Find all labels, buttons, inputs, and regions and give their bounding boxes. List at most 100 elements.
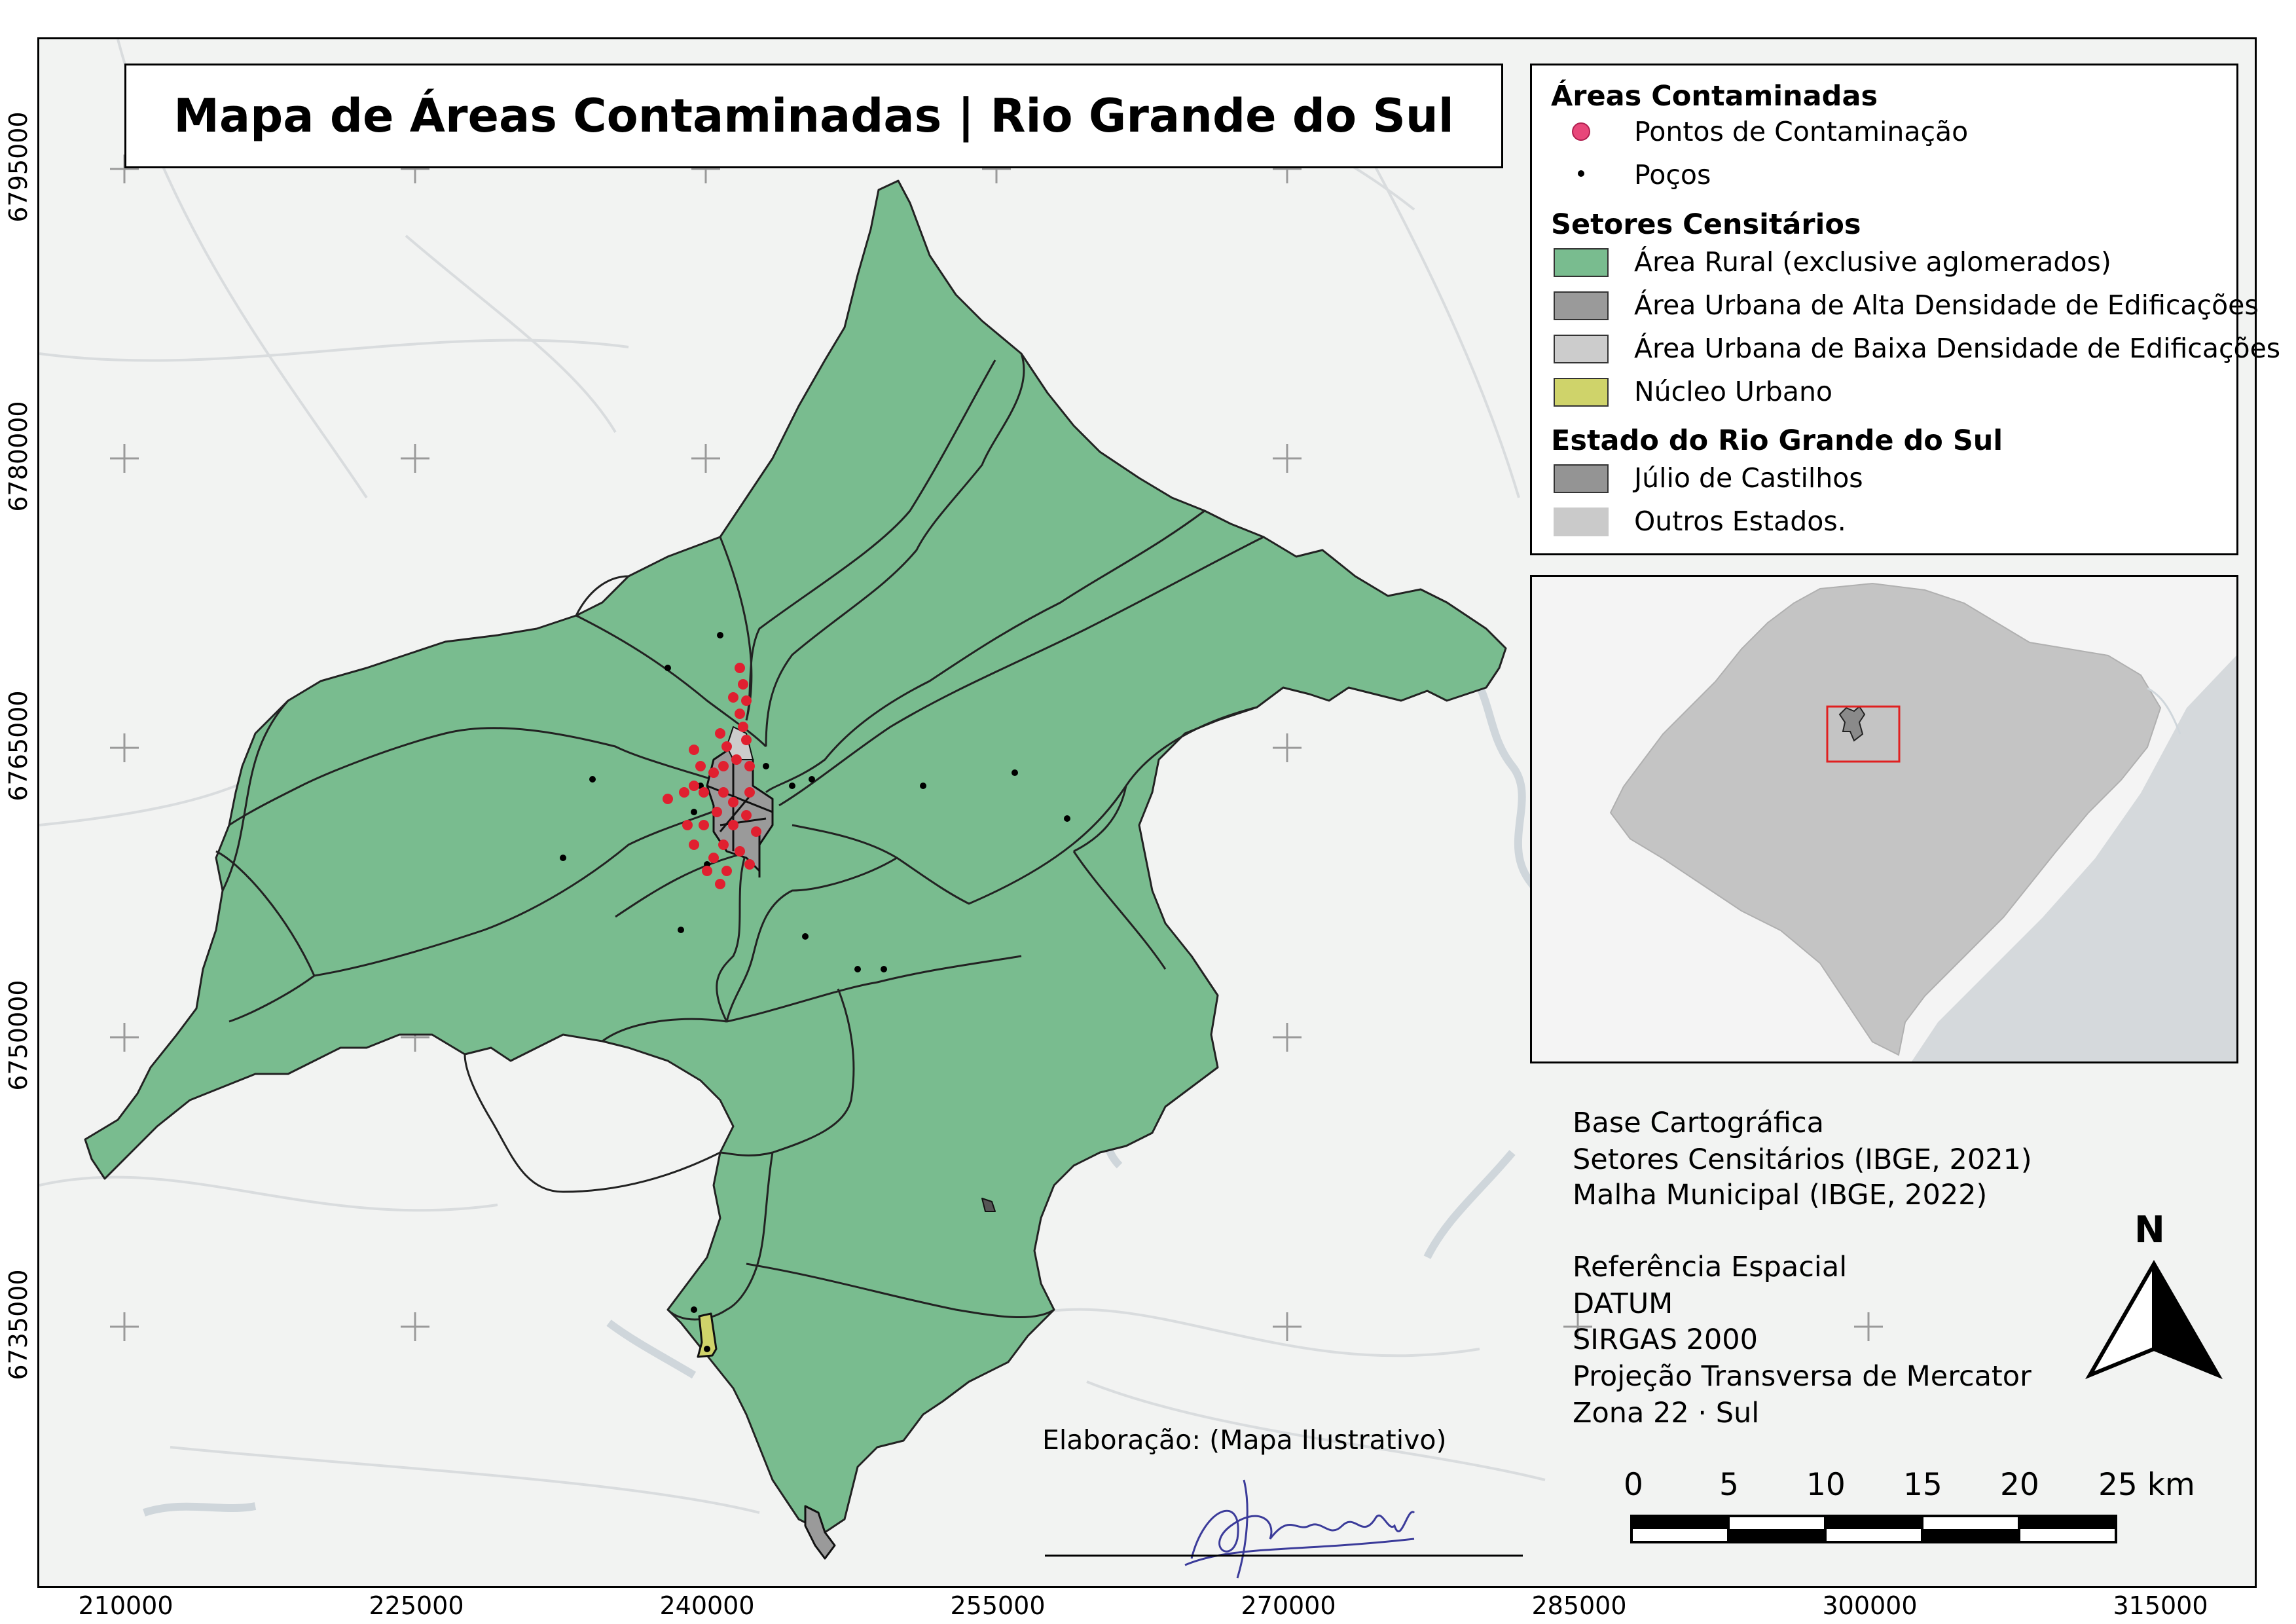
inset-rs-state[interactable] <box>1609 582 2162 1056</box>
well-point[interactable] <box>763 763 769 769</box>
well-point[interactable] <box>678 927 684 933</box>
municipality-polygon[interactable] <box>84 179 1507 1560</box>
contamination-point[interactable] <box>751 826 761 837</box>
x-tick-label: 285000 <box>1531 1591 1627 1620</box>
grid-cross <box>1854 1312 1883 1341</box>
legend-item-julio: Júlio de Castilhos <box>1634 462 1863 494</box>
x-tick-label: 300000 <box>1822 1591 1918 1620</box>
ref-line-2: SIRGAS 2000 <box>1573 1323 1758 1356</box>
well-point[interactable] <box>560 855 566 861</box>
scalebar-label: 5 <box>1719 1467 1739 1503</box>
legend-item-rural: Área Rural (exclusive aglomerados) <box>1634 246 2111 278</box>
ref-line-4: Zona 22 · Sul <box>1573 1397 1760 1430</box>
well-point[interactable] <box>920 783 926 789</box>
well-point[interactable] <box>704 1346 710 1352</box>
legend-item-wells: Poços <box>1634 159 1711 191</box>
contamination-point[interactable] <box>735 663 745 673</box>
contamination-point[interactable] <box>715 728 725 739</box>
legend-item-nucleus: Núcleo Urbano <box>1634 376 1833 407</box>
y-tick-label: 6765000 <box>4 690 33 802</box>
base-title: Base Cartográfica <box>1573 1107 1824 1139</box>
contamination-point[interactable] <box>712 807 722 817</box>
y-tick-label: 6795000 <box>4 111 33 223</box>
legend-heading-sectors: Setores Censitários <box>1551 208 1861 241</box>
contamination-point[interactable] <box>735 709 745 719</box>
scalebar-label: 15 <box>1903 1467 1942 1503</box>
x-tick-label: 255000 <box>950 1591 1046 1620</box>
contamination-point[interactable] <box>728 797 738 807</box>
contamination-point[interactable] <box>689 781 699 791</box>
x-tick-label: 315000 <box>2113 1591 2208 1620</box>
well-point[interactable] <box>854 966 861 972</box>
contamination-point[interactable] <box>682 820 693 830</box>
contamination-point[interactable] <box>744 859 755 870</box>
inset-map-canvas[interactable] <box>1532 577 2236 1061</box>
contamination-point[interactable] <box>718 840 729 850</box>
contamination-point[interactable] <box>663 794 673 804</box>
signature-line <box>1045 1555 1523 1557</box>
well-point[interactable] <box>802 933 809 940</box>
rural-sectors-area[interactable] <box>84 179 1507 1534</box>
well-point[interactable] <box>691 809 697 815</box>
y-tick-label: 6750000 <box>4 980 33 1091</box>
grid-cross <box>1273 733 1302 762</box>
scalebar <box>1630 1515 2117 1543</box>
map-title: Mapa de Áreas Contaminadas | Rio Grande … <box>173 89 1454 143</box>
ref-title: Referência Espacial <box>1573 1251 1848 1283</box>
contamination-point[interactable] <box>744 761 755 771</box>
contamination-point[interactable] <box>689 745 699 755</box>
nucleus-urbano[interactable] <box>697 1312 718 1358</box>
well-point[interactable] <box>691 1306 697 1313</box>
contamination-point[interactable] <box>744 787 755 798</box>
legend-item-urban-high: Área Urbana de Alta Densidade de Edifica… <box>1634 289 2259 321</box>
well-point[interactable] <box>881 966 887 972</box>
contamination-point[interactable] <box>738 722 748 732</box>
north-arrow-icon <box>2085 1259 2223 1380</box>
contamination-point[interactable] <box>741 810 752 821</box>
contamination-point[interactable] <box>731 754 742 765</box>
contamination-point[interactable] <box>689 840 699 850</box>
well-point[interactable] <box>665 665 671 671</box>
inset-map[interactable] <box>1530 575 2238 1063</box>
ref-line-1: DATUM <box>1573 1287 1673 1320</box>
contamination-point[interactable] <box>702 866 712 876</box>
contamination-point[interactable] <box>695 761 706 771</box>
map-canvas[interactable] <box>39 39 2257 1588</box>
contamination-point[interactable] <box>735 846 745 857</box>
contamination-point[interactable] <box>721 866 732 876</box>
contamination-points-layer[interactable] <box>663 663 761 889</box>
well-point[interactable] <box>1011 769 1018 776</box>
contamination-point[interactable] <box>679 787 689 798</box>
legend-item-other-states: Outros Estados. <box>1634 506 1846 537</box>
base-line-1: Setores Censitários (IBGE, 2021) <box>1573 1143 2032 1176</box>
well-point[interactable] <box>717 632 723 638</box>
wells-layer[interactable] <box>560 632 1070 1352</box>
contamination-point[interactable] <box>721 741 732 752</box>
contamination-point[interactable] <box>728 692 738 703</box>
contamination-point[interactable] <box>708 853 719 863</box>
contamination-point[interactable] <box>728 820 738 830</box>
well-point[interactable] <box>1064 815 1070 822</box>
contamination-point[interactable] <box>741 735 752 745</box>
contamination-point[interactable] <box>738 679 748 690</box>
y-tick-label: 6735000 <box>4 1269 33 1380</box>
urban-low-swatch <box>1554 335 1609 363</box>
grid-cross <box>1273 1023 1302 1052</box>
well-point[interactable] <box>809 776 815 783</box>
x-tick-label: 210000 <box>78 1591 173 1620</box>
contamination-point[interactable] <box>715 879 725 889</box>
contamination-point[interactable] <box>699 820 709 830</box>
contamination-point[interactable] <box>708 767 719 778</box>
credits-label: Elaboração: (Mapa Ilustrativo) <box>1042 1424 1447 1456</box>
contamination-point[interactable] <box>718 787 729 798</box>
x-tick-label: 240000 <box>659 1591 755 1620</box>
y-tick-label: 6780000 <box>4 401 33 512</box>
well-point[interactable] <box>789 783 795 789</box>
contamination-point[interactable] <box>699 787 709 798</box>
urban-south[interactable] <box>804 1505 836 1560</box>
contamination-point[interactable] <box>718 761 729 771</box>
scalebar-label: 20 <box>2000 1467 2039 1503</box>
contamination-point[interactable] <box>741 695 752 706</box>
rural-swatch <box>1554 248 1609 277</box>
well-point[interactable] <box>589 776 596 783</box>
